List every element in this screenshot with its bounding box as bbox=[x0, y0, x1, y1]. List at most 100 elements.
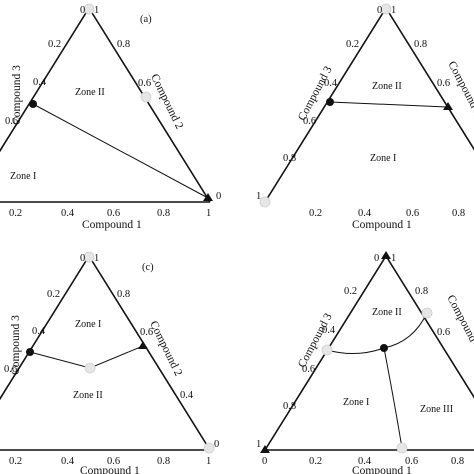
panel-b-left-tick: 0.4 bbox=[324, 78, 338, 89]
panel-d-right-point bbox=[421, 307, 433, 319]
panel-d-left-tick: 0.4 bbox=[322, 325, 336, 336]
panel-d-bottom-tick: 0.2 bbox=[309, 456, 322, 467]
panel-d-apex-tick-0: 0 bbox=[374, 253, 379, 264]
panel-a-bottom-tick: 1 bbox=[206, 208, 211, 219]
panel-c-bottom-tick: 0.4 bbox=[61, 456, 75, 467]
panel-d-left-tick: 0.2 bbox=[344, 286, 357, 297]
panel-b-tie-line bbox=[329, 101, 448, 108]
panel-d-bottom-tick: 0.4 bbox=[358, 456, 372, 467]
panel-c-right-tick: 0.6 bbox=[140, 327, 153, 338]
panel-a-axis-bottom-title: Compound 1 bbox=[82, 219, 142, 231]
panel-c-zone-label: Zone I bbox=[75, 319, 101, 330]
panel-a-zone-label: Zone I bbox=[10, 171, 36, 182]
panel-c-apex-tick-1: 1 bbox=[94, 253, 99, 264]
panel-d: 0 1 0.2 0.4 0.6 0.8 0.8 0.6 Compound 3 C… bbox=[256, 251, 474, 474]
panel-c-axis-right-title: Compound 2 bbox=[147, 319, 184, 378]
panel-d-zone-label: Zone II bbox=[372, 307, 402, 318]
panel-d-left-point bbox=[321, 344, 333, 356]
panel-b-right-tick: 0.6 bbox=[437, 78, 450, 89]
panel-c-apex-tick-0: 0 bbox=[80, 253, 85, 264]
panel-a-bottom-tick: 0.2 bbox=[9, 208, 22, 219]
panel-c-corner-point bbox=[203, 442, 215, 454]
panel-b-bottom-tick: 0.6 bbox=[406, 208, 419, 219]
panel-c-left-tick: 0.6 bbox=[4, 364, 17, 375]
panel-b-zone-label: Zone II bbox=[372, 81, 402, 92]
panel-a-bottom-tick: 0.4 bbox=[61, 208, 75, 219]
panel-a-right-tick: 0.8 bbox=[117, 39, 130, 50]
panel-c-bottom-tick: 1 bbox=[206, 456, 211, 467]
panel-d-right-tick: 0.6 bbox=[437, 327, 450, 338]
panel-b-axis-left-title: Compound 3 bbox=[296, 64, 335, 123]
panel-d-axis-left-title: Compound 3 bbox=[296, 311, 335, 370]
panel-a-zone-label: Zone II bbox=[75, 87, 105, 98]
panel-a-right-tick: 0.6 bbox=[138, 78, 151, 89]
panel-a-right-point bbox=[140, 91, 152, 103]
panel-c-bottom-tick: 0.6 bbox=[107, 456, 120, 467]
panel-c-bottom-tick: 0.2 bbox=[9, 456, 22, 467]
panel-c-corner-tick: 0 bbox=[214, 439, 219, 450]
panel-b-bottom-tick: 0.2 bbox=[309, 208, 322, 219]
panel-a-axis-right-title: Compound 2 bbox=[148, 72, 185, 131]
panel-b-corner-tick: 1 bbox=[256, 191, 261, 202]
panel-d-left-tick: 0.8 bbox=[283, 401, 296, 412]
panel-d-bottom-tick: 0.6 bbox=[405, 456, 418, 467]
panel-c-label: (c) bbox=[142, 262, 154, 273]
panel-c-middle-point bbox=[84, 362, 96, 374]
panel-a-corner-triangle bbox=[203, 193, 213, 201]
panel-a-left-edge bbox=[0, 7, 90, 153]
panel-d-bottom-tick: 0.8 bbox=[451, 456, 464, 467]
panel-d-apex-tick-1: 1 bbox=[391, 253, 396, 264]
panel-a-apex-tick-1: 1 bbox=[94, 5, 99, 16]
panel-b-left-point bbox=[326, 98, 334, 106]
panel-b-zone-label: Zone I bbox=[370, 153, 396, 164]
panel-b-bottom-tick: 0.4 bbox=[358, 208, 372, 219]
panel-a-left-tick: 0.6 bbox=[5, 116, 18, 127]
panel-d-bottom-point bbox=[396, 442, 408, 454]
panel-a-left-tick: 0.2 bbox=[48, 39, 61, 50]
panel-c-bottom-tick: 0.8 bbox=[157, 456, 170, 467]
panel-d-boundary-line bbox=[383, 347, 403, 449]
panel-a-right-edge bbox=[88, 7, 211, 203]
panel-d-axis-bottom-title: Compound 1 bbox=[352, 465, 412, 474]
panel-b-axis-bottom-title: Compound 1 bbox=[352, 219, 412, 231]
panel-b: 0 1 0.2 0.4 0.6 0.8 0.8 0.6 Compound 3 C… bbox=[256, 3, 474, 231]
panel-d-corner-triangle bbox=[260, 445, 270, 453]
panel-d-apex-triangle bbox=[381, 251, 391, 259]
panel-c-right-triangle bbox=[138, 341, 148, 349]
panel-c-axis-bottom-title: Compound 1 bbox=[80, 465, 140, 474]
panel-b-corner-point bbox=[259, 196, 271, 208]
panel-a-left-point bbox=[29, 100, 37, 108]
panel-d-bottom-tick: 0 bbox=[262, 456, 267, 467]
panel-d-right-edge bbox=[385, 255, 474, 399]
panel-b-apex-tick-0: 0 bbox=[377, 5, 382, 16]
panel-a-apex-tick-0: 0 bbox=[80, 5, 85, 16]
panel-c-left-tick: 0.2 bbox=[47, 289, 60, 300]
panel-c-right-tick: 0.8 bbox=[117, 289, 130, 300]
panel-a-apex-point bbox=[83, 3, 95, 15]
panel-c-right-tick: 0.4 bbox=[180, 390, 194, 401]
panel-b-left-tick: 0.2 bbox=[346, 39, 359, 50]
panel-d-zone-label: Zone III bbox=[420, 404, 453, 415]
panel-d-right-tick: 0.8 bbox=[415, 286, 428, 297]
panel-a-corner-tick: 0 bbox=[216, 191, 221, 202]
panel-d-tie-line-right bbox=[383, 312, 428, 349]
panel-a: 0 1 (a) 0.2 0.4 0.6 0.8 0.6 Compound 3 C… bbox=[0, 3, 221, 231]
panel-c-right-edge bbox=[88, 255, 211, 451]
panel-d-corner-tick: 1 bbox=[256, 439, 261, 450]
panel-a-label: (a) bbox=[140, 14, 152, 25]
panel-c: 0 1 (c) 0.2 0.4 0.6 0.8 0.6 0.4 Compound… bbox=[0, 251, 219, 474]
panel-c-zone-label: Zone II bbox=[73, 390, 103, 401]
panel-b-left-edge bbox=[264, 7, 387, 203]
panel-d-left-tick: 0.6 bbox=[302, 364, 315, 375]
panel-a-left-tick: 0.4 bbox=[33, 77, 47, 88]
panel-d-zone-label: Zone I bbox=[343, 397, 369, 408]
panel-c-left-tick: 0.4 bbox=[32, 326, 46, 337]
panel-b-bottom-tick: 0.8 bbox=[452, 208, 465, 219]
panel-a-tie-line bbox=[32, 103, 209, 199]
panel-b-right-triangle bbox=[443, 102, 453, 110]
panel-a-axis-left-title: Compound 3 bbox=[11, 65, 23, 125]
panel-b-left-tick: 0.8 bbox=[283, 153, 296, 164]
panel-b-left-tick: 0.6 bbox=[303, 116, 316, 127]
panel-d-tie-line-left bbox=[326, 347, 385, 354]
